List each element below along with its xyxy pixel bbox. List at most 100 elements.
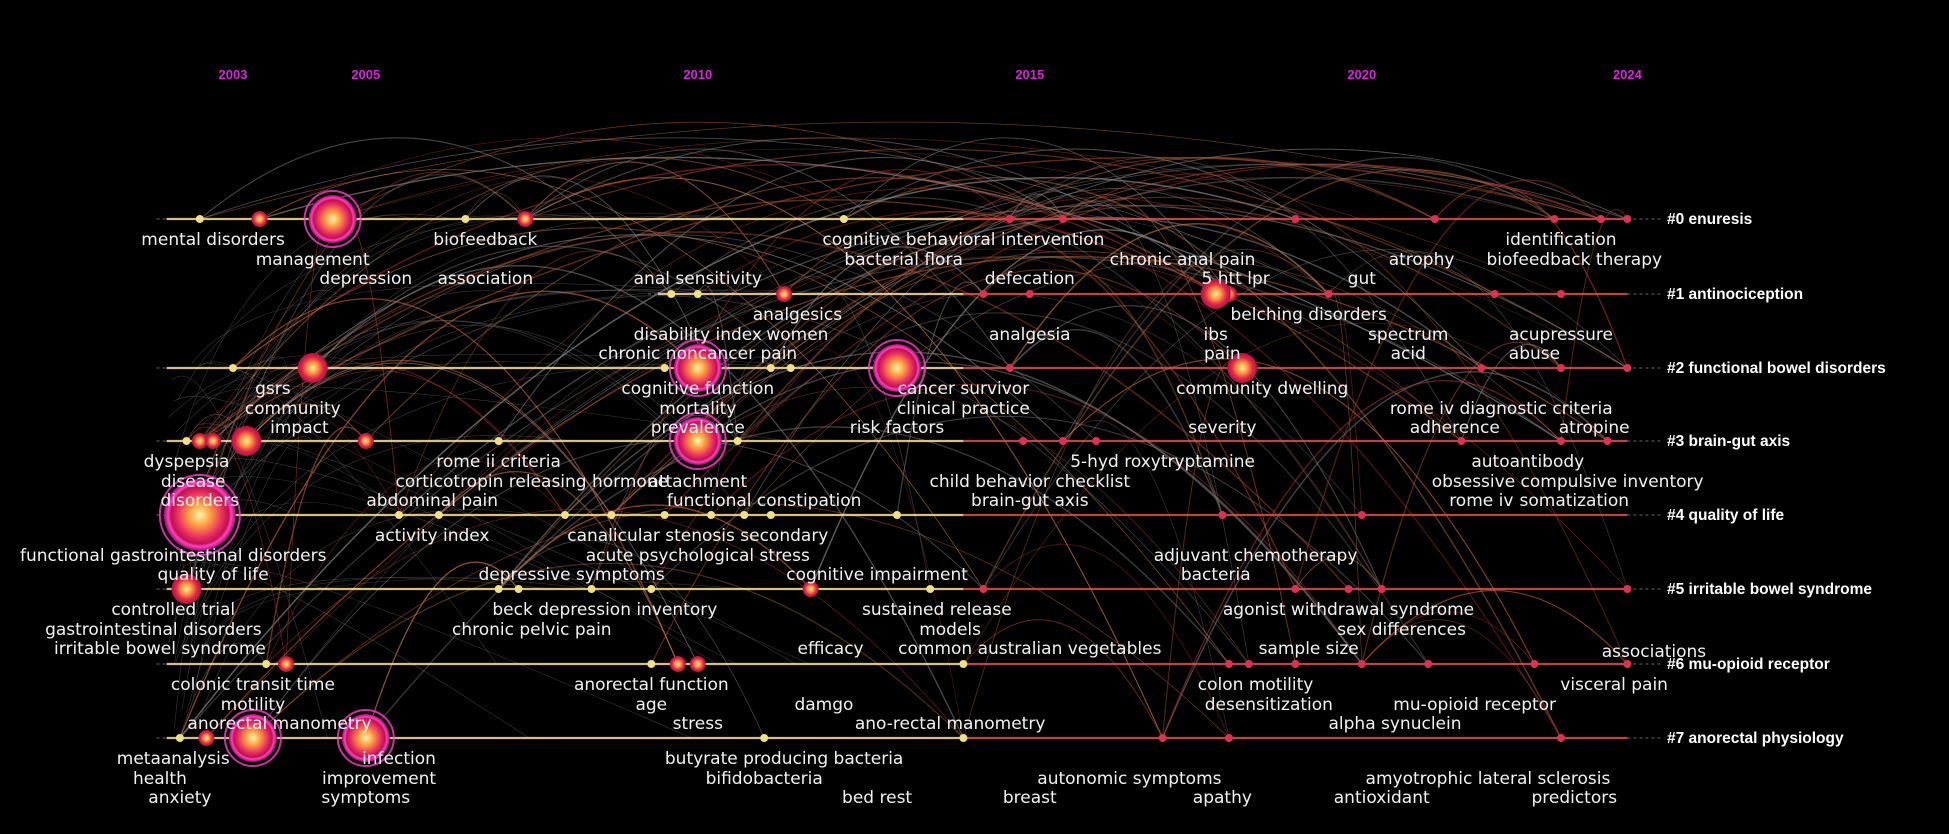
keyword-node [1557,364,1565,372]
citation-link [206,177,1555,739]
year-tick-label: 2003 [219,67,248,82]
keyword-node [760,734,769,742]
keyword-label: infection [362,749,436,769]
citation-link [186,436,313,712]
keyword-node [673,344,722,392]
keyword-label: prevalence [651,418,745,438]
keyword-node-ring [223,709,282,767]
keyword-label: disability index [634,325,762,345]
keyword-label: stress [673,714,723,734]
citation-link [199,199,1462,442]
citation-link [232,164,1217,369]
keyword-node [195,215,204,223]
keyword-node [1557,290,1565,298]
cluster-label: #2 functional bowel disorders [1667,360,1886,377]
keyword-label: chronic pelvic pain [452,620,612,640]
citation-link [332,121,1064,220]
keyword-node [926,585,935,593]
keyword-label: irritable bowel syndrome [54,639,266,659]
cluster-label: #5 irritable bowel syndrome [1667,581,1872,598]
keyword-label: spectrum [1368,325,1448,345]
keyword-node [494,437,503,445]
keyword-node [1059,437,1067,445]
keyword-node [395,511,403,519]
keyword-label: adherence [1410,418,1500,438]
citation-link [770,148,1628,369]
keyword-label: anxiety [148,788,211,808]
citation-link [1062,200,1250,665]
keyword-label: gut [1348,269,1377,289]
keyword-label: functional constipation [667,491,862,511]
citation-link [982,543,1230,739]
keyword-label: alpha synuclein [1328,714,1461,734]
keyword-node [1019,437,1028,445]
citation-link [245,325,699,442]
keyword-label: anorectal manometry [187,714,371,734]
year-tick-label: 2020 [1347,67,1376,82]
citation-link [265,426,367,665]
keyword-label: atropine [1559,418,1630,438]
keyword-node [308,195,357,243]
keyword-node [1557,734,1565,742]
keyword-node [1200,279,1231,309]
keyword-node-ring [668,412,727,470]
keyword-node [175,734,184,742]
keyword-label: gastrointestinal disorders [45,620,262,640]
keyword-node [1005,215,1014,223]
keyword-node [660,511,669,519]
citation-link [252,562,964,739]
keyword-label: sex differences [1337,620,1466,640]
citation-link [245,359,613,516]
keyword-node [1225,660,1233,668]
citation-link [783,211,1296,590]
keyword-label: depressive symptoms [479,565,665,585]
citation-link [564,351,1363,665]
keyword-label: identification [1505,230,1616,250]
citation-link [650,415,1429,665]
keyword-node [1225,734,1233,742]
citation-link [743,188,1329,516]
keyword-label: clinical practice [897,399,1030,419]
citation-link [1009,328,1224,516]
keyword-node [198,730,215,746]
citation-link [182,435,573,651]
keyword-label: amyotrophic lateral sclerosis [1366,769,1611,789]
keyword-node [461,215,470,223]
citation-link [524,137,1230,295]
keyword-label: biofeedback [433,230,537,250]
keyword-label: mental disorders [141,230,285,250]
keyword-node [733,437,742,445]
keyword-label: atrophy [1389,250,1455,270]
keyword-label: bed rest [842,788,912,808]
keyword-node [667,290,676,298]
keyword-node [979,290,988,298]
citation-link [684,250,1462,442]
citation-link [203,440,408,516]
keyword-label: community dwelling [1176,379,1348,399]
citation-link [332,137,1562,295]
citation-link [710,383,1363,665]
citation-link [199,137,1329,295]
keyword-node-ring [158,474,241,556]
citation-link [212,362,566,516]
keyword-label: sample size [1259,639,1359,659]
keyword-node [1357,660,1366,668]
keyword-label: association [438,269,534,289]
keyword-label: anal sensitivity [634,269,762,289]
keyword-node-ring [336,709,395,767]
keyword-node [1623,585,1632,593]
citation-link [591,168,1011,590]
citation-link [199,171,526,516]
keyword-node [1603,437,1612,445]
keyword-node [1227,353,1258,383]
keyword-node [647,660,656,668]
keyword-node [707,511,716,519]
citation-link [197,362,796,665]
keyword-node [839,215,848,223]
cluster-lanes [156,217,1662,740]
citation-link [207,386,788,442]
keyword-label: mu-opioid receptor [1393,695,1556,715]
citation-link [1328,251,1628,590]
keyword-node [979,585,988,593]
keyword-node [191,433,208,449]
